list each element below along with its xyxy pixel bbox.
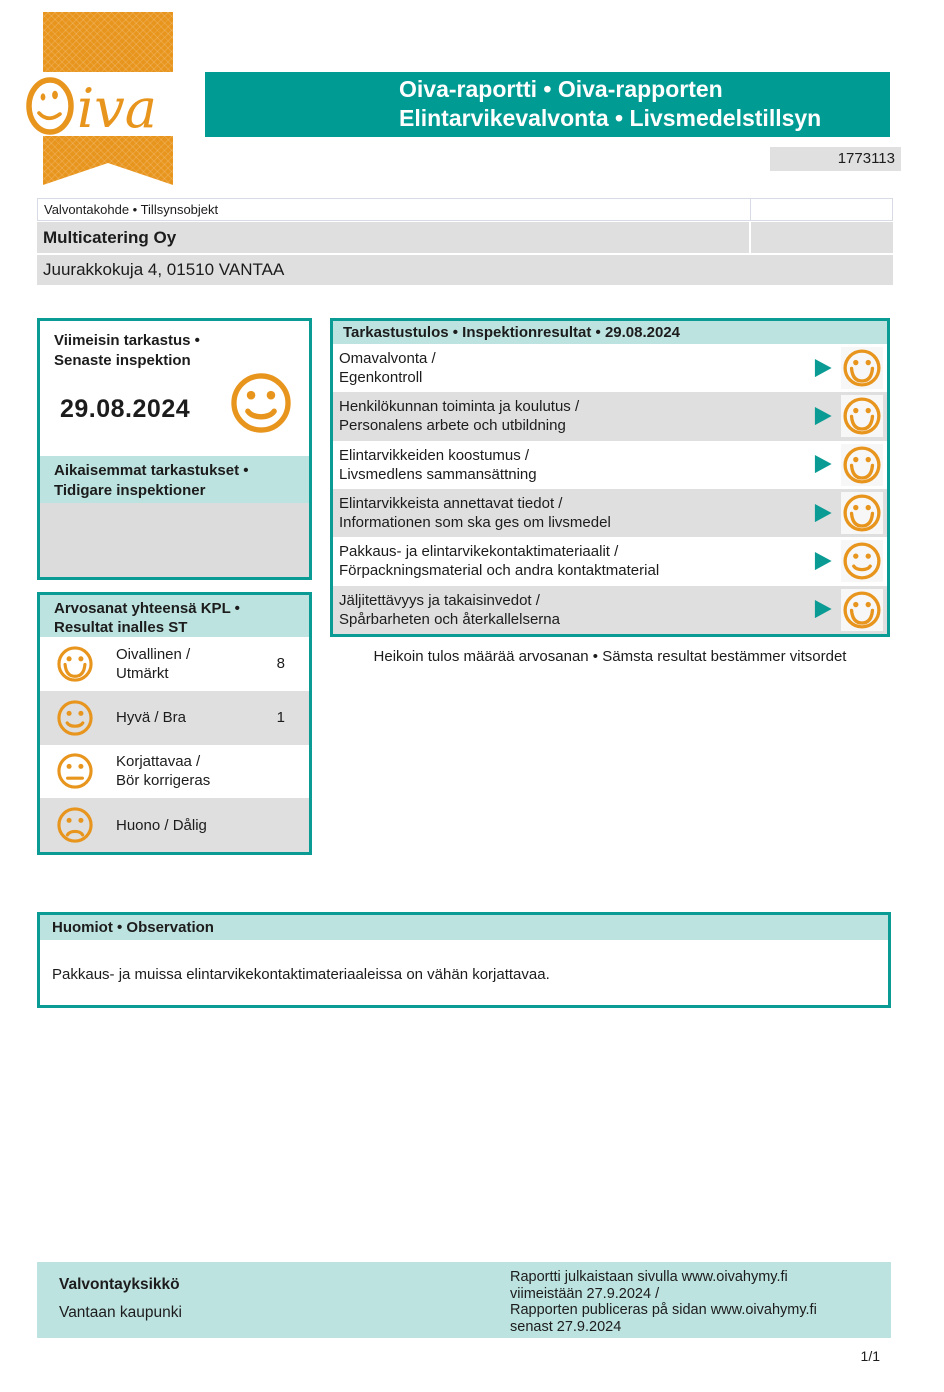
rating-row-corrective: Korjattavaa / Bör korrigeras [40, 744, 309, 799]
smiley-excellent-icon [843, 349, 881, 387]
previous-inspections-empty-area [40, 503, 309, 577]
result-row-tiedot: Elintarvikkeista annettavat tiedot / Inf… [333, 488, 887, 538]
play-arrow-icon [814, 551, 832, 571]
smiley-sad-icon [57, 807, 93, 843]
previous-inspections-header: Aikaisemmat tarkastukset • Tidigare insp… [40, 456, 309, 503]
table-divider [749, 222, 751, 253]
report-id: 1773113 [770, 147, 901, 171]
oiva-wordmark-icon: iva [26, 77, 157, 138]
page-number: 1/1 [860, 1348, 880, 1364]
rating-row-good: Hyvä / Bra 1 [40, 690, 309, 745]
table-divider [750, 199, 751, 220]
rating-row-excellent: Oivallinen / Utmärkt 8 [40, 637, 309, 691]
site-name: Multicatering Oy [43, 228, 177, 247]
inspection-results-header: Tarkastustulos • Inspektionresultat • 29… [333, 321, 887, 344]
svg-text:iva: iva [77, 77, 157, 138]
play-arrow-icon [814, 503, 832, 522]
result-row-jaljitettavyys: Jäljitettävyys ja takaisinvedot / Spårba… [333, 585, 887, 634]
result-row-henkilokunta: Henkilökunnan toiminta ja koulutus / Per… [333, 392, 887, 441]
smiley-excellent-icon [843, 494, 881, 532]
inspection-results-panel: Tarkastustulos • Inspektionresultat • 29… [330, 318, 890, 637]
smiley-good-icon [843, 542, 881, 581]
banner-line1: Oiva-raportti • Oiva-rapporten [399, 76, 723, 102]
observations-text: Pakkaus- ja muissa elintarvikekontaktima… [52, 966, 550, 983]
control-unit-name: Vantaan kaupunki [59, 1304, 182, 1321]
site-label: Valvontakohde • Tillsynsobjekt [44, 202, 219, 217]
smiley-good-icon [57, 699, 93, 736]
site-address: Juurakkokuja 4, 01510 VANTAA [43, 260, 285, 279]
site-info-table: Valvontakohde • Tillsynsobjekt Multicate… [37, 198, 893, 285]
result-row-koostumus: Elintarvikkeiden koostumus / Livsmedlens… [333, 440, 887, 489]
observations-box: Huomiot • Observation Pakkaus- ja muissa… [37, 912, 891, 1008]
play-arrow-icon [814, 358, 832, 377]
report-title-banner: Oiva-raportti • Oiva-rapporten Elintarvi… [205, 72, 890, 137]
smiley-neutral-icon [57, 753, 93, 790]
play-arrow-icon [814, 406, 832, 426]
play-arrow-icon [814, 455, 832, 474]
banner-line2: Elintarvikevalvonta • Livsmedelstillsyn [399, 105, 822, 131]
last-inspection-title: Viimeisin tarkastus • Senaste inspektion [54, 332, 200, 369]
last-inspection-box: Viimeisin tarkastus • Senaste inspektion… [37, 318, 312, 580]
rating-count-good: 1 [276, 709, 285, 727]
logo-ribbon-top [43, 12, 173, 72]
result-row-pakkaus: Pakkaus- ja elintarvikekontaktimateriaal… [333, 537, 887, 586]
smiley-excellent-icon [843, 397, 881, 436]
ratings-summary-header: Arvosanat yhteensä KPL • Resultat inalle… [40, 595, 309, 637]
smiley-good-icon [229, 371, 293, 435]
control-unit-label: Valvontayksikkö [59, 1276, 180, 1293]
smiley-excellent-icon [843, 446, 881, 484]
site-name-row: Multicatering Oy [37, 222, 893, 253]
observations-header: Huomiot • Observation [40, 915, 888, 940]
footer-band: Valvontayksikkö Vantaan kaupunki Raportt… [37, 1262, 891, 1338]
rating-row-poor: Huono / Dålig [40, 798, 309, 852]
rating-count-excellent: 8 [276, 655, 285, 673]
oiva-logo: iva [26, 12, 173, 185]
last-inspection-date: 29.08.2024 [60, 395, 191, 423]
result-row-omavalvonta: Omavalvonta / Egenkontroll [333, 344, 887, 393]
control-unit: Valvontayksikkö Vantaan kaupunki [59, 1271, 182, 1327]
play-arrow-icon [814, 600, 832, 619]
site-label-row: Valvontakohde • Tillsynsobjekt [37, 198, 893, 221]
weakest-result-note: Heikoin tulos määrää arvosanan • Sämsta … [373, 648, 847, 665]
publication-info: Raportti julkaistaan sivulla www.oivahym… [510, 1269, 817, 1335]
ratings-summary-box: Arvosanat yhteensä KPL • Resultat inalle… [37, 592, 312, 855]
logo-ribbon-tail [43, 136, 173, 185]
site-address-row: Juurakkokuja 4, 01510 VANTAA [37, 255, 893, 285]
smiley-excellent-icon [57, 646, 93, 682]
smiley-excellent-icon [843, 591, 881, 629]
